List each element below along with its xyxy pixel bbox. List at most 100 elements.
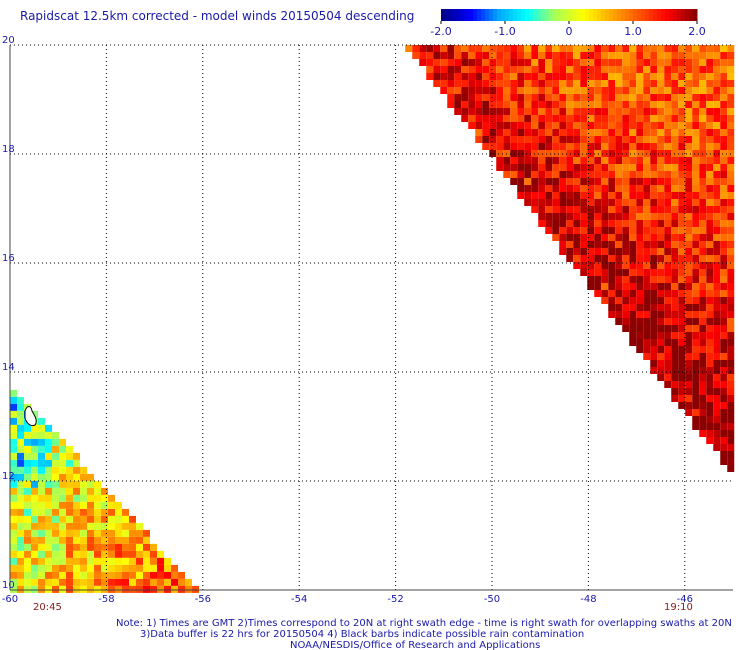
wind-cell xyxy=(538,108,546,115)
wind-cell xyxy=(496,59,504,66)
wind-cell xyxy=(45,501,52,509)
wind-cell xyxy=(80,515,87,523)
wind-cell xyxy=(45,515,52,523)
wind-cell xyxy=(38,585,45,593)
wind-cell xyxy=(510,150,518,157)
wind-cell xyxy=(713,388,721,395)
wind-cell xyxy=(678,360,686,367)
wind-cell xyxy=(87,501,94,509)
wind-cell xyxy=(601,234,609,241)
wind-cell xyxy=(727,80,735,87)
wind-cell xyxy=(59,515,66,523)
colorbar-label: 0 xyxy=(566,25,573,38)
wind-cell xyxy=(24,543,31,551)
wind-cell xyxy=(73,571,80,579)
wind-cell xyxy=(594,87,602,94)
wind-cell xyxy=(412,52,420,59)
wind-cell xyxy=(129,557,136,565)
wind-cell xyxy=(66,494,73,502)
wind-cell xyxy=(87,508,94,516)
wind-cell xyxy=(629,290,637,297)
colorbar-segment xyxy=(465,9,470,21)
wind-cell xyxy=(657,346,665,353)
wind-cell xyxy=(629,157,637,164)
wind-cell xyxy=(664,101,672,108)
wind-cell xyxy=(699,262,707,269)
wind-cell xyxy=(692,248,700,255)
colorbar-segment xyxy=(557,9,562,21)
wind-cell xyxy=(692,416,700,423)
wind-cell xyxy=(629,311,637,318)
wind-cell xyxy=(38,508,45,516)
wind-cell xyxy=(10,515,17,523)
wind-cell xyxy=(608,164,616,171)
wind-cell xyxy=(629,234,637,241)
wind-cell xyxy=(650,45,658,52)
wind-cell xyxy=(87,480,94,488)
wind-cell xyxy=(73,522,80,530)
wind-cell xyxy=(671,178,679,185)
wind-cell xyxy=(678,395,686,402)
wind-cell xyxy=(643,94,651,101)
wind-cell xyxy=(713,227,721,234)
wind-cell xyxy=(38,480,45,488)
wind-cell xyxy=(594,94,602,101)
wind-cell xyxy=(727,353,735,360)
wind-cell xyxy=(650,304,658,311)
longitude-label: -58 xyxy=(98,594,114,605)
wind-cell xyxy=(566,150,574,157)
wind-cell xyxy=(59,529,66,537)
wind-cell xyxy=(94,536,101,544)
wind-cell xyxy=(727,213,735,220)
wind-cell xyxy=(727,283,735,290)
wind-cell xyxy=(671,66,679,73)
wind-cell xyxy=(650,206,658,213)
wind-cell xyxy=(706,283,714,290)
wind-cell xyxy=(601,66,609,73)
wind-cell xyxy=(115,550,122,558)
wind-cell xyxy=(17,578,24,586)
wind-cell xyxy=(692,304,700,311)
wind-cell xyxy=(713,234,721,241)
wind-cell xyxy=(468,59,476,66)
wind-cell xyxy=(580,220,588,227)
wind-cell xyxy=(496,129,504,136)
wind-cell xyxy=(622,283,630,290)
wind-cell xyxy=(685,122,693,129)
wind-cell xyxy=(73,480,80,488)
wind-cell xyxy=(559,241,567,248)
wind-cell xyxy=(538,192,546,199)
wind-cell xyxy=(87,585,94,593)
wind-cell xyxy=(531,185,539,192)
wind-cell xyxy=(52,431,59,439)
wind-cell xyxy=(622,290,630,297)
wind-cell xyxy=(59,480,66,488)
wind-cell xyxy=(692,171,700,178)
wind-cell xyxy=(468,94,476,101)
wind-cell xyxy=(678,192,686,199)
wind-cell xyxy=(622,262,630,269)
wind-cell xyxy=(699,283,707,290)
wind-cell xyxy=(636,304,644,311)
wind-cell xyxy=(713,360,721,367)
wind-cell xyxy=(24,508,31,516)
wind-cell xyxy=(461,94,469,101)
wind-cell xyxy=(608,255,616,262)
wind-cell xyxy=(643,255,651,262)
wind-cell xyxy=(10,424,17,432)
wind-cell xyxy=(650,220,658,227)
wind-cell xyxy=(115,543,122,551)
wind-cell xyxy=(678,353,686,360)
wind-cell xyxy=(510,129,518,136)
wind-cell xyxy=(17,466,24,474)
wind-cell xyxy=(629,122,637,129)
wind-cell xyxy=(685,227,693,234)
wind-cell xyxy=(727,290,735,297)
wind-cell xyxy=(129,536,136,544)
wind-cell xyxy=(496,66,504,73)
wind-cell xyxy=(685,80,693,87)
wind-cell xyxy=(17,396,24,404)
wind-cell xyxy=(685,262,693,269)
wind-cell xyxy=(108,529,115,537)
wind-cell xyxy=(650,136,658,143)
